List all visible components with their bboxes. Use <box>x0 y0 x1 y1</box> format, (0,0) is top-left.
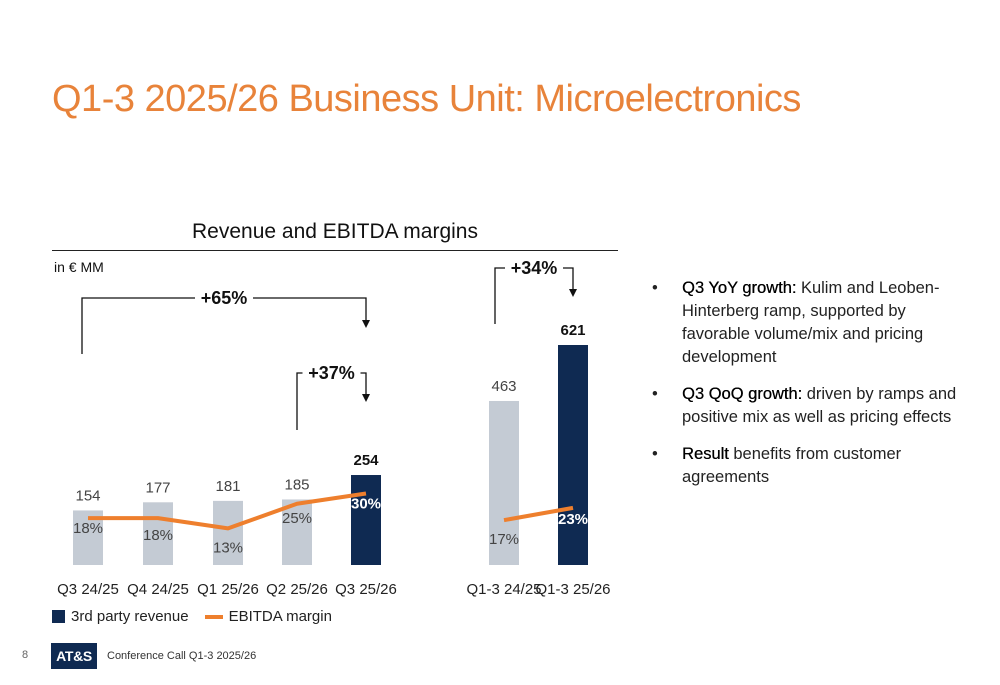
bullet-text: Kulim and Leoben-Hinterberg ramp, suppor… <box>682 279 940 366</box>
ebitda-margin-label: 18% <box>73 520 103 537</box>
bullet-lead: Result <box>682 445 729 463</box>
revenue-value-label: 181 <box>215 478 240 495</box>
slide-title: Q1-3 2025/26 Business Unit: Microelectro… <box>52 78 801 120</box>
growth-bracket <box>253 297 367 322</box>
ebitda-margin-label: 13% <box>213 539 243 556</box>
bullet-dot-icon: • <box>652 445 658 463</box>
growth-label: +37% <box>308 363 355 383</box>
chart-unit-label: in € MM <box>54 259 104 275</box>
ebitda-margin-label: 18% <box>143 527 173 544</box>
revenue-value-label: 154 <box>75 487 100 504</box>
growth-bracket <box>81 297 195 354</box>
bullet-item: • Result benefits from customer agreement… <box>652 443 962 489</box>
revenue-value-label: 463 <box>491 378 516 395</box>
growth-label: +65% <box>201 288 248 308</box>
revenue-bar <box>351 475 381 565</box>
bullet-lead: Q3 YoY growth: <box>682 279 797 297</box>
ebitda-margin-label: 23% <box>558 511 588 528</box>
x-tick-label: Q4 24/25 <box>127 581 189 598</box>
growth-bracket <box>563 267 574 291</box>
revenue-bar <box>558 345 588 565</box>
revenue-bar <box>282 499 312 565</box>
legend-swatch-revenue <box>52 610 65 623</box>
footer-text: Conference Call Q1-3 2025/26 <box>107 650 257 662</box>
revenue-value-label: 185 <box>284 476 309 493</box>
growth-arrow-icon <box>362 320 370 328</box>
page-number: 8 <box>22 649 29 661</box>
x-tick-label: Q1-3 24/25 <box>466 581 541 598</box>
growth-bracket <box>360 372 367 396</box>
bullet-dot-icon: • <box>652 279 658 297</box>
growth-arrow-icon <box>362 394 370 402</box>
ebitda-margin-label: 30% <box>351 496 381 513</box>
x-tick-label: Q1 25/26 <box>197 581 259 598</box>
ebitda-margin-line <box>503 505 574 523</box>
ebitda-margin-label: 25% <box>282 510 312 527</box>
legend-label-margin: EBITDA margin <box>228 608 332 625</box>
bullet-item: • Q3 YoY growth: Kulim and Leoben-Hinterb… <box>652 277 962 369</box>
growth-bracket <box>494 267 505 324</box>
revenue-value-label: 177 <box>145 479 170 496</box>
x-tick-label: Q2 25/26 <box>266 581 328 598</box>
ebitda-margin-label: 17% <box>489 531 519 548</box>
revenue-value-label: 621 <box>560 322 585 339</box>
bullet-list: • Q3 YoY growth: Kulim and Leoben-Hinterb… <box>652 277 962 503</box>
bullet-text: driven by ramps and positive mix as well… <box>682 385 957 426</box>
bullet-dot-icon: • <box>652 385 658 403</box>
legend-swatch-margin <box>204 614 223 619</box>
bullet-text: benefits from customer agreements <box>682 445 902 486</box>
x-tick-label: Q1-3 25/26 <box>535 581 610 598</box>
revenue-bar <box>213 500 243 565</box>
ebitda-margin-line <box>88 491 367 531</box>
chart-title-rule <box>52 250 618 251</box>
company-logo: AT&S <box>51 643 97 669</box>
revenue-bar <box>143 502 173 565</box>
x-tick-label: Q3 24/25 <box>57 581 119 598</box>
bullet-item: • Q3 QoQ growth: driven by ramps and posi… <box>652 383 962 429</box>
chart-legend: 3rd party revenue EBITDA margin <box>52 608 332 625</box>
growth-label: +34% <box>511 258 558 278</box>
legend-label-revenue: 3rd party revenue <box>71 608 189 625</box>
growth-bracket <box>296 372 303 430</box>
revenue-bar <box>489 400 519 565</box>
revenue-value-label: 254 <box>353 452 379 469</box>
growth-arrow-icon <box>569 289 577 297</box>
bullet-lead: Q3 QoQ growth: <box>682 385 803 403</box>
x-tick-label: Q3 25/26 <box>335 581 397 598</box>
chart-title: Revenue and EBITDA margins <box>192 220 478 243</box>
